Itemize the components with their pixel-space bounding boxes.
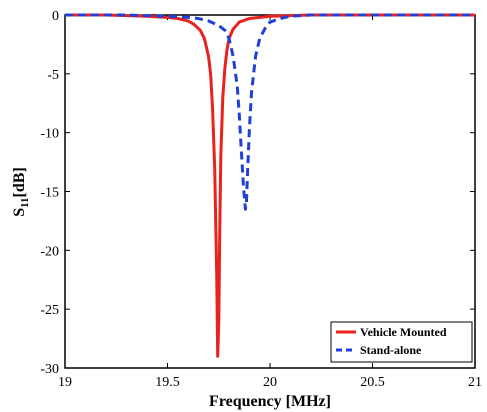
legend-label-vehicle-mounted: Vehicle Mounted: [360, 325, 447, 339]
x-tick-label: 19.5: [155, 375, 180, 390]
legend: Vehicle Mounted Stand-alone: [330, 321, 473, 363]
y-tick-label: -5: [47, 68, 59, 83]
y-tick-label: -30: [40, 362, 59, 377]
x-tick-label: 20: [263, 375, 277, 390]
legend-box: [330, 321, 473, 363]
y-axis-label-main: S: [11, 208, 28, 217]
series-line-vehicle-mounted: [65, 13, 475, 358]
x-tick-label: 19: [58, 375, 72, 390]
y-tick-label: -10: [40, 127, 59, 142]
x-tick-label: 20.5: [360, 375, 385, 390]
y-tick-label: 0: [52, 9, 59, 24]
series-layer: [65, 13, 475, 358]
x-axis-label: Frequency [MHz]: [209, 393, 331, 410]
y-tick-label: -15: [40, 186, 59, 201]
x-tick-label: 21: [468, 375, 482, 390]
y-axis-label-subscript: 11: [19, 197, 31, 207]
legend-label-stand-alone: Stand-alone: [360, 343, 422, 357]
y-axis-label-unit: [dB]: [11, 167, 28, 197]
series-line-stand-alone: [65, 13, 475, 211]
y-axis-label: S11[dB]: [11, 167, 31, 217]
y-tick-label: -25: [40, 303, 59, 318]
y-tick-label: -20: [40, 244, 59, 259]
